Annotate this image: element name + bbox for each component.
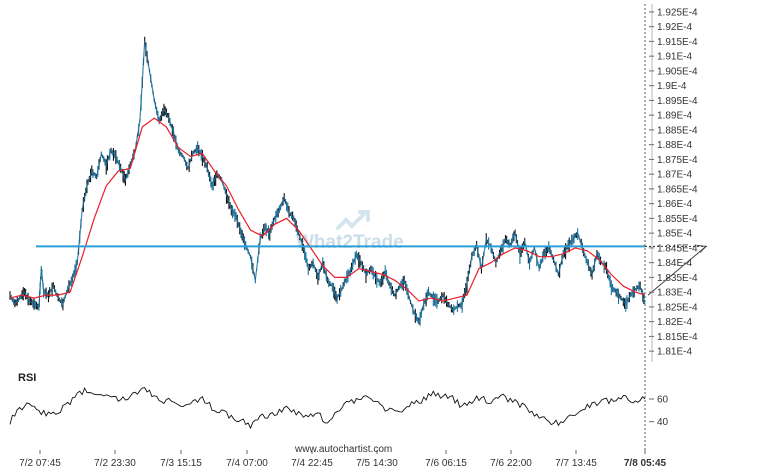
projection-arrow-icon [696, 244, 707, 253]
y-tick-label: 1.88E-4 [657, 140, 692, 151]
y-tick-label: 1.89E-4 [657, 111, 692, 122]
y-tick-label: 1.83E-4 [657, 288, 692, 299]
moving-average-line [9, 117, 646, 302]
x-axis: 7/2 07:45 7/2 23:30 7/3 15:15 7/4 07:00 7/4 … [19, 450, 667, 469]
y-tick-label: 1.91E-4 [657, 52, 692, 63]
y-axis: 1.925E-4 1.92E-4 1.915E-4 1.91E-4 1.905E-4 1.… [649, 4, 698, 362]
rsi-panel: RSI 60 40 [9, 372, 669, 430]
x-tick-label: 7/8 05:45 [624, 458, 667, 469]
x-tick-label: 7/4 22:45 [291, 458, 333, 469]
y-tick-label: 1.895E-4 [657, 96, 698, 107]
x-tick-label: 7/3 15:15 [160, 458, 202, 469]
y-tick-label: 1.865E-4 [657, 184, 698, 195]
y-tick-label: 1.85E-4 [657, 229, 692, 240]
rsi-line [9, 386, 646, 430]
y-tick-label: 1.915E-4 [657, 37, 698, 48]
x-tick-label: 7/4 07:00 [226, 458, 268, 469]
y-tick-label: 1.835E-4 [657, 273, 698, 284]
watermark-logo-icon [336, 210, 370, 230]
y-tick-label: 1.81E-4 [657, 347, 692, 358]
rsi-tick-label: 60 [657, 395, 669, 406]
projection-line [647, 246, 707, 296]
y-tick-label: 1.815E-4 [657, 332, 698, 343]
y-tick-label: 1.885E-4 [657, 125, 698, 136]
support-resistance-level [36, 4, 708, 454]
y-tick-label: 1.82E-4 [657, 317, 692, 328]
moving-average-series [9, 117, 646, 302]
x-tick-label: 7/2 23:30 [94, 458, 136, 469]
y-tick-label: 1.925E-4 [657, 7, 698, 18]
source-text: www.autochartist.com [294, 444, 392, 455]
watermark: What2Trade [296, 210, 404, 253]
y-tick-label: 1.845E-4 [657, 243, 698, 254]
y-tick-label: 1.875E-4 [657, 155, 698, 166]
rsi-tick-label: 40 [657, 417, 669, 428]
rsi-title: RSI [18, 372, 36, 384]
x-tick-label: 7/5 14:30 [356, 458, 398, 469]
y-tick-label: 1.92E-4 [657, 22, 692, 33]
price-line [9, 41, 646, 324]
y-tick-label: 1.87E-4 [657, 170, 692, 181]
y-tick-label: 1.825E-4 [657, 302, 698, 313]
price-series [9, 36, 646, 326]
y-tick-label: 1.86E-4 [657, 199, 692, 210]
watermark-text: What2Trade [296, 232, 404, 253]
y-tick-label: 1.84E-4 [657, 258, 692, 269]
y-tick-label: 1.905E-4 [657, 66, 698, 77]
x-tick-label: 7/6 06:15 [425, 458, 467, 469]
x-tick-label: 7/6 22:00 [490, 458, 532, 469]
x-tick-label: 7/7 13:45 [555, 458, 597, 469]
y-tick-label: 1.9E-4 [657, 81, 687, 92]
y-tick-label: 1.855E-4 [657, 214, 698, 225]
x-tick-label: 7/2 07:45 [19, 458, 61, 469]
